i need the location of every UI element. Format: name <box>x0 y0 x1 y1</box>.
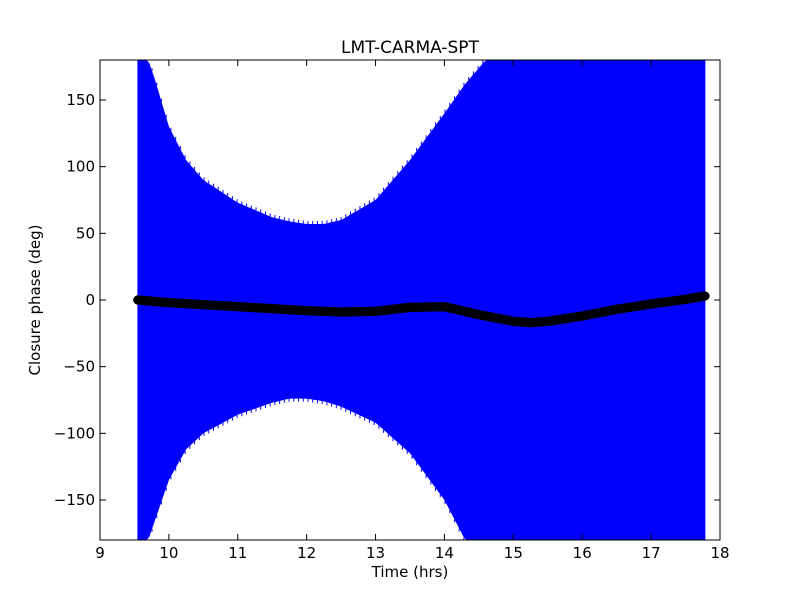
error-band-layer <box>137 60 706 540</box>
axis-ticks-layer: 9 10 11 12 13 14 15 16 17 18 −150 −100 −50 0 50 100 150 <box>54 60 730 562</box>
x-tick-label: 17 <box>642 544 661 562</box>
y-tick-label: 150 <box>66 91 95 109</box>
y-tick-label: −50 <box>63 358 95 376</box>
x-tick-label: 15 <box>504 544 523 562</box>
chart-title: LMT-CARMA-SPT <box>341 38 480 58</box>
x-tick-label: 10 <box>159 544 178 562</box>
x-tick-label: 13 <box>366 544 385 562</box>
y-tick-label: −100 <box>54 424 95 442</box>
x-tick-label: 12 <box>297 544 316 562</box>
x-tick-label: 9 <box>95 544 105 562</box>
data-point <box>700 291 710 301</box>
x-tick-label: 16 <box>573 544 592 562</box>
x-tick-label: 11 <box>228 544 247 562</box>
y-tick-label: 0 <box>85 291 95 309</box>
x-tick-label: 18 <box>710 544 729 562</box>
y-tick-label: −150 <box>54 491 95 509</box>
y-axis-label: Closure phase (deg) <box>26 225 44 376</box>
x-tick-label: 14 <box>435 544 454 562</box>
data-points-layer <box>133 291 710 328</box>
y-tick-label: 50 <box>76 224 95 242</box>
x-axis-label: Time (hrs) <box>371 563 449 581</box>
y-tick-label: 100 <box>66 158 95 176</box>
